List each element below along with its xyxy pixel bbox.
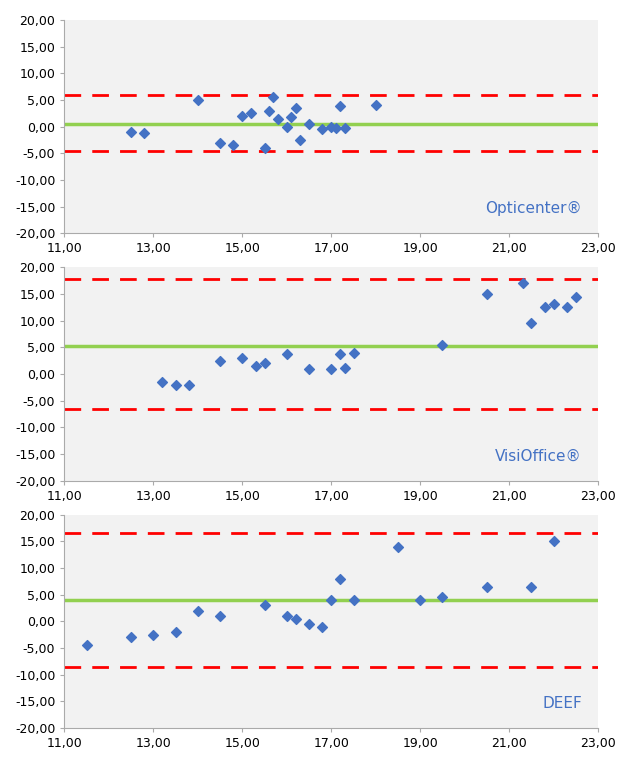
Point [281,121,292,133]
Point [304,618,314,630]
Point [286,111,297,123]
Point [317,123,327,135]
Point [237,110,247,122]
Point [615,538,625,550]
Point [295,134,305,146]
Text: DEEF: DEEF [543,696,582,711]
Point [393,541,403,553]
Point [335,572,345,584]
Point [259,599,269,611]
Point [437,339,447,351]
Point [331,122,341,135]
Point [139,127,150,139]
Point [228,139,239,151]
Point [571,291,581,303]
Text: VisiOffice®: VisiOffice® [495,448,582,464]
Point [548,298,558,310]
Point [348,594,358,606]
Point [215,136,225,148]
Point [157,376,167,388]
Point [193,604,203,617]
Point [437,591,447,604]
Point [237,352,247,364]
Point [335,100,345,112]
Point [326,363,336,375]
Point [540,301,550,314]
Point [526,317,536,330]
Point [215,354,225,366]
Point [370,99,380,112]
Point [264,105,274,117]
Point [304,118,314,130]
Point [273,112,283,125]
Point [170,379,180,391]
Point [548,536,558,548]
Point [517,277,528,289]
Point [259,142,269,154]
Point [326,594,336,606]
Point [304,363,314,375]
Point [482,288,492,300]
Point [335,347,345,360]
Text: Opticenter®: Opticenter® [485,201,582,216]
Point [126,126,136,138]
Point [215,610,225,622]
Point [326,121,336,133]
Point [259,357,269,369]
Point [281,610,292,622]
Point [268,91,278,103]
Point [348,347,358,359]
Point [281,347,292,360]
Point [415,594,425,606]
Point [482,581,492,593]
Point [170,626,180,638]
Point [317,620,327,633]
Point [193,94,203,106]
Point [126,631,136,643]
Point [562,301,572,314]
Point [291,102,301,114]
Point [81,640,91,652]
Point [148,629,158,641]
Point [251,360,261,372]
Point [339,122,350,134]
Point [339,362,350,374]
Point [291,613,301,625]
Point [526,581,536,593]
Point [246,107,256,119]
Point [184,379,194,391]
